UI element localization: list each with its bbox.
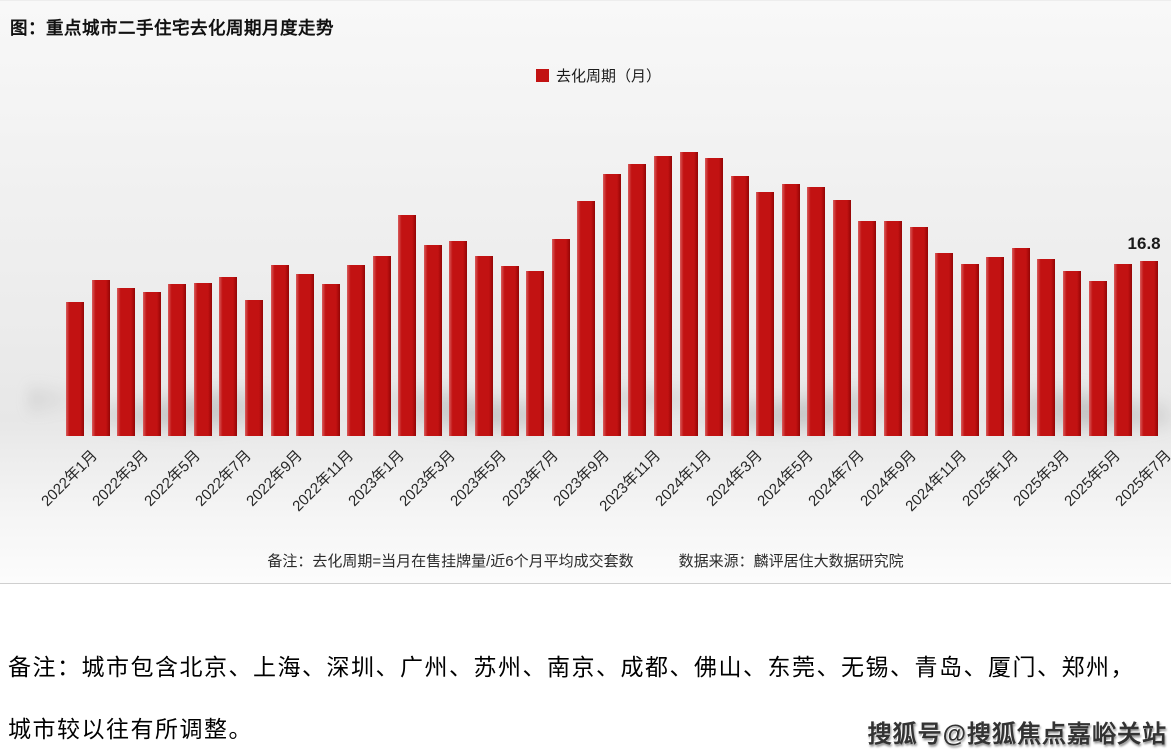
- bar: [193, 282, 212, 436]
- footnote-note: 备注：去化周期=当月在售挂牌量/近6个月平均成交套数: [267, 553, 634, 570]
- bar-value-label: 16.8: [1127, 234, 1161, 253]
- bar: [219, 276, 238, 436]
- x-tick-label: 2023年7月: [498, 447, 562, 510]
- bar: [423, 245, 442, 436]
- x-tick-label: 2024年1月: [652, 447, 715, 510]
- bar: [858, 221, 877, 436]
- bar: [705, 157, 724, 436]
- sohu-watermark: 搜狐号@搜狐焦点嘉峪关站: [867, 721, 1167, 748]
- chart-title: 图：重点城市二手住宅去化周期月度走势: [10, 18, 334, 38]
- x-tick-label: 2022年1月: [38, 447, 102, 510]
- x-axis-labels: 2022年1月 2022年3月 2022年5月 2022年7月 2022年9月 2022年…: [38, 445, 1171, 555]
- legend-swatch-icon: [535, 69, 549, 82]
- x-tick-label: 2023年1月: [345, 447, 409, 510]
- bar: [398, 215, 417, 436]
- plot-area: 16.8: [66, 1, 1161, 436]
- bar: 16.8: [1128, 234, 1161, 436]
- x-tick-label: 2022年3月: [89, 447, 153, 510]
- bar: [781, 183, 800, 436]
- x-tick-label: 2023年11月: [595, 447, 664, 515]
- bar: [142, 292, 161, 436]
- x-tick-label: 2023年9月: [549, 447, 613, 510]
- bar: [551, 239, 570, 436]
- bar: [832, 199, 851, 436]
- bar: [66, 301, 84, 436]
- bar: [602, 173, 621, 436]
- bar: [270, 265, 289, 436]
- bar: [679, 151, 698, 436]
- x-tick-label: 2022年9月: [243, 447, 306, 510]
- bar: [91, 279, 110, 436]
- bar: [1011, 247, 1030, 436]
- x-tick-label: 2023年3月: [396, 447, 460, 510]
- x-tick-label: 2022年7月: [191, 447, 255, 510]
- bar: [475, 255, 493, 436]
- bar: [807, 187, 826, 436]
- bar: [653, 155, 672, 436]
- bar: [884, 221, 902, 436]
- bar: [960, 264, 979, 436]
- x-tick-label: 2024年7月: [805, 447, 869, 510]
- bar: [628, 164, 647, 436]
- footnote-source: 数据来源：麟评居住大数据研究院: [678, 553, 904, 570]
- bottom-note-line-2: 城市较以往有所调整。: [8, 717, 253, 742]
- chart-legend: 去化周期（月）: [0, 65, 1171, 86]
- bar: [1088, 280, 1107, 436]
- bar: [909, 226, 928, 436]
- bar: [1037, 258, 1056, 436]
- x-tick-label: 2024年11月: [902, 447, 971, 515]
- bar: [577, 200, 596, 436]
- bar: [1114, 264, 1133, 436]
- x-tick-label: 2022年5月: [140, 447, 204, 510]
- bar: [526, 271, 545, 436]
- x-tick-label: 2025年5月: [1061, 447, 1125, 510]
- bar: [296, 273, 315, 436]
- x-tick-label: 2025年3月: [1010, 447, 1073, 510]
- legend-label: 去化周期（月）: [555, 68, 661, 85]
- bar: [1062, 271, 1081, 436]
- x-tick-label: 2022年11月: [288, 447, 357, 515]
- chart-figure: 图：重点城市二手住宅去化周期月度走势 去化周期（月） 16.8 2022年1月 2…: [0, 0, 1171, 584]
- x-tick-label: 2024年3月: [703, 447, 767, 510]
- x-tick-label: 2024年9月: [856, 447, 920, 510]
- x-tick-label: 2024年5月: [754, 447, 818, 510]
- bar: [321, 283, 340, 436]
- bottom-note-line-1: 备注：城市包含北京、上海、深圳、广州、苏州、南京、成都、佛山、东莞、无锡、青岛、…: [8, 655, 1135, 680]
- bar: [449, 241, 468, 436]
- bar: [372, 255, 391, 436]
- bar: [730, 175, 749, 436]
- bar: [756, 192, 775, 436]
- bar: [347, 265, 366, 436]
- x-tick-label: 2023年5月: [447, 447, 511, 510]
- bar: [117, 288, 136, 436]
- bar: [986, 256, 1005, 436]
- bar: [168, 283, 187, 436]
- bar: [500, 266, 519, 436]
- chart-footnote: 备注：去化周期=当月在售挂牌量/近6个月平均成交套数 数据来源：麟评居住大数据研…: [0, 550, 1171, 571]
- x-tick-label: 2025年1月: [959, 447, 1022, 510]
- x-tick-label: 2025年7月: [1112, 447, 1171, 510]
- bar: [935, 252, 954, 436]
- bar: [244, 299, 263, 436]
